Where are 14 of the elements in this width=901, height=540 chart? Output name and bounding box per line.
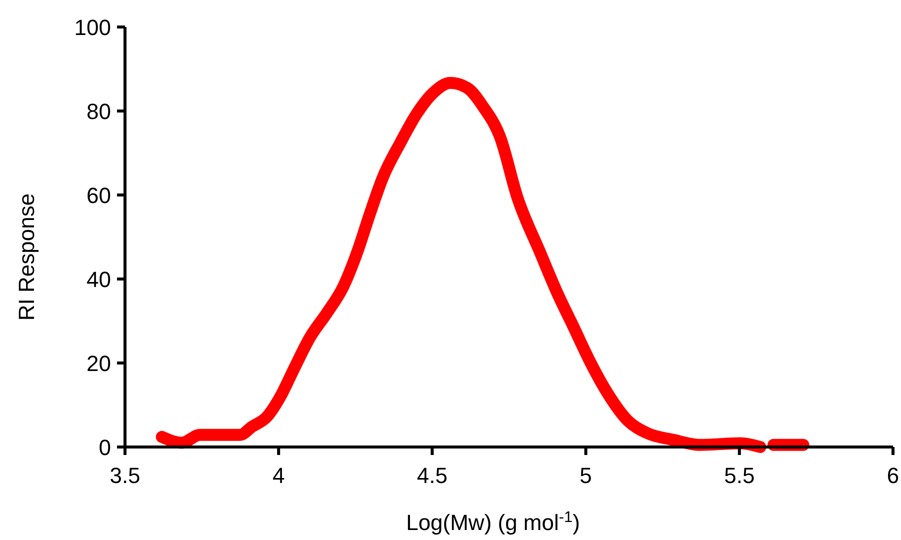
x-tick-label: 3.5: [110, 463, 140, 488]
y-tick-label: 80: [86, 99, 111, 124]
x-tick-label: 5.5: [724, 463, 755, 488]
x-tick-label: 4.5: [416, 463, 448, 488]
x-tick-label: 6: [886, 463, 900, 488]
y-tick-label: 40: [86, 267, 111, 292]
x-tick-label: 5: [580, 463, 592, 488]
y-tick-label: 20: [86, 351, 111, 376]
y-tick-label: 60: [86, 183, 111, 208]
y-axis-title: RI Response: [14, 193, 39, 321]
y-tick-label: 100: [74, 15, 111, 40]
x-tick-label: 4: [272, 463, 285, 488]
x-axis-title: Log(Mw) (g mol$^{-1}$): [406, 508, 580, 535]
y-tick-label: 0: [98, 435, 111, 460]
